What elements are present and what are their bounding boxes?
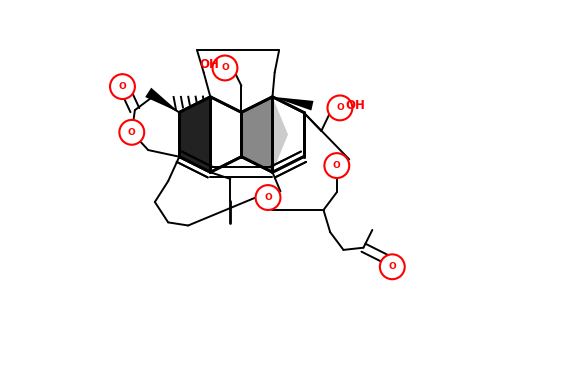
Text: OH: OH [199, 58, 219, 71]
Polygon shape [241, 97, 272, 172]
Text: O: O [333, 161, 340, 170]
Circle shape [380, 254, 405, 279]
Text: O: O [388, 262, 396, 271]
Text: OH: OH [346, 99, 366, 112]
Circle shape [110, 74, 135, 99]
Circle shape [324, 153, 349, 178]
Text: O: O [221, 63, 229, 73]
Circle shape [213, 55, 237, 81]
Polygon shape [272, 97, 313, 111]
Circle shape [328, 95, 353, 120]
Polygon shape [145, 88, 179, 112]
Text: O: O [264, 193, 272, 202]
Polygon shape [179, 97, 210, 172]
Polygon shape [272, 97, 288, 172]
Text: O: O [336, 103, 344, 112]
Circle shape [119, 120, 144, 145]
Circle shape [256, 185, 281, 210]
Text: O: O [128, 128, 136, 137]
Text: O: O [119, 82, 126, 91]
